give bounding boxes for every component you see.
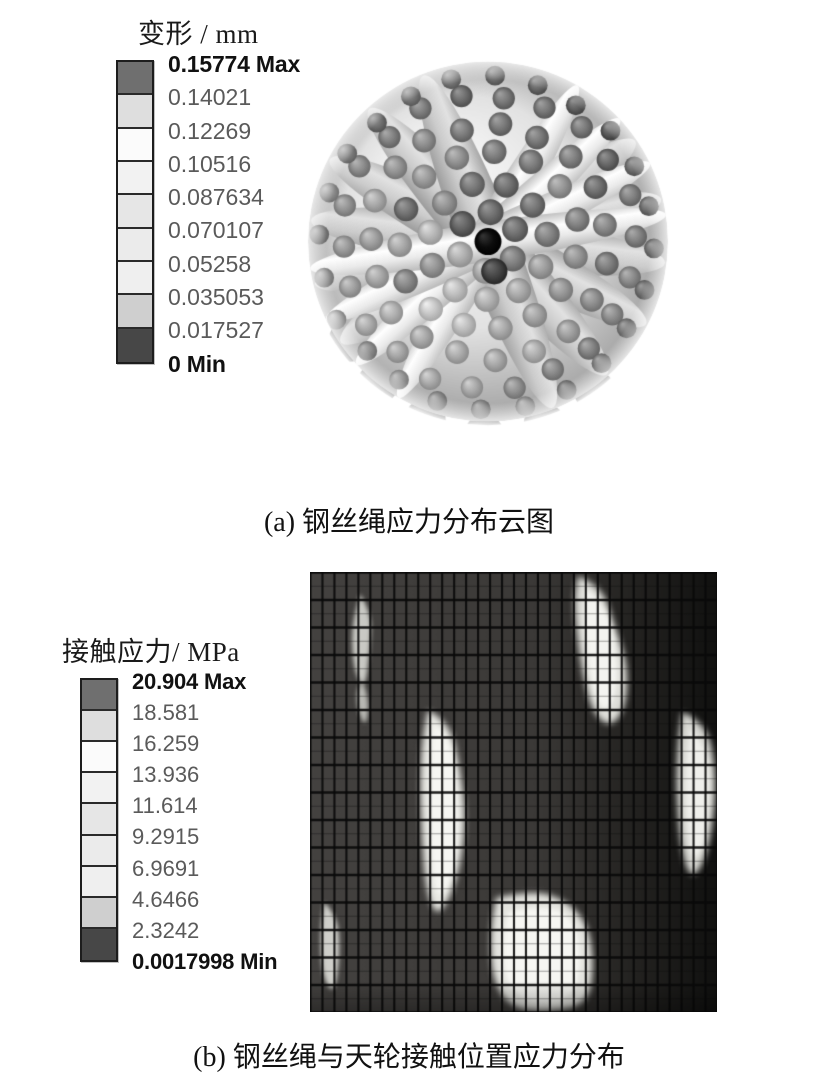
colorbar-band-2 <box>82 742 116 774</box>
colorbar-band-2 <box>118 128 152 162</box>
colorbar-band-6 <box>82 866 116 898</box>
legend-value-4: 0.087634 <box>168 184 264 211</box>
legend-value-3: 13.936 <box>132 762 200 788</box>
legend-value-7: 4.6466 <box>132 886 200 912</box>
colorbar-band-5 <box>118 228 152 262</box>
colorbar-deformation <box>116 60 154 364</box>
caption-subfigure-b: (b) 钢丝绳与天轮接触位置应力分布 <box>193 1042 625 1073</box>
legend-labels-contact-stress: 20.904 Max 18.581 16.259 13.936 11.614 9.2915… <box>132 666 278 977</box>
legend-value-2: 0.12269 <box>168 117 252 144</box>
legend-value-3: 0.10516 <box>168 150 252 177</box>
colorbar-band-7 <box>118 295 152 329</box>
colorbar-band-3 <box>82 773 116 805</box>
colorbar-band-1 <box>82 711 116 743</box>
colorbar-band-6 <box>118 261 152 296</box>
colorbar-band-8 <box>118 328 152 362</box>
legend-deformation: 变形 / mm 0.15774 Max 0.14021 0.12269 0.10516… <box>110 12 300 381</box>
colorbar-band-1 <box>118 95 152 129</box>
legend-title-deformation: 变形 / mm <box>138 19 259 49</box>
colorbar-band-0 <box>118 62 152 96</box>
legend-title-contact-stress: 接触应力/ MPa <box>62 637 240 667</box>
colorbar-band-0 <box>82 680 116 712</box>
colorbar-band-4 <box>118 195 152 229</box>
legend-contact-stress: 接触应力/ MPa 20.904 Max 18.581 16.259 13.936 11… <box>58 630 278 977</box>
colorbar-band-7 <box>82 897 116 929</box>
wire-rope-contour-image <box>288 30 688 490</box>
colorbar-band-3 <box>118 161 152 196</box>
legend-value-2: 16.259 <box>132 731 200 757</box>
legend-value-5: 9.2915 <box>132 824 200 850</box>
legend-value-1: 18.581 <box>132 700 200 726</box>
legend-value-7: 0.035053 <box>168 284 264 311</box>
legend-value-8: 2.3242 <box>132 917 200 943</box>
legend-value-1: 0.14021 <box>168 84 252 111</box>
legend-value-0: 0.15774 Max <box>168 51 301 77</box>
legend-value-9: 0 Min <box>168 350 226 377</box>
colorbar-band-8 <box>82 928 116 960</box>
legend-value-8: 0.017527 <box>168 317 264 344</box>
caption-subfigure-a: (a) 钢丝绳应力分布云图 <box>263 507 555 538</box>
colorbar-contact-stress <box>80 678 118 962</box>
fea-mesh-canvas <box>310 572 717 1012</box>
legend-value-0: 20.904 Max <box>132 669 247 694</box>
legend-labels-deformation: 0.15774 Max 0.14021 0.12269 0.10516 0.087634… <box>168 48 300 381</box>
contact-stress-image <box>310 572 717 1012</box>
legend-value-4: 11.614 <box>132 793 198 819</box>
legend-value-6: 0.05258 <box>168 250 252 277</box>
legend-value-6: 6.9691 <box>132 855 200 881</box>
legend-value-9: 0.0017998 Min <box>132 948 278 974</box>
colorbar-band-4 <box>82 804 116 836</box>
colorbar-band-5 <box>82 835 116 867</box>
legend-value-5: 0.070107 <box>168 217 264 244</box>
